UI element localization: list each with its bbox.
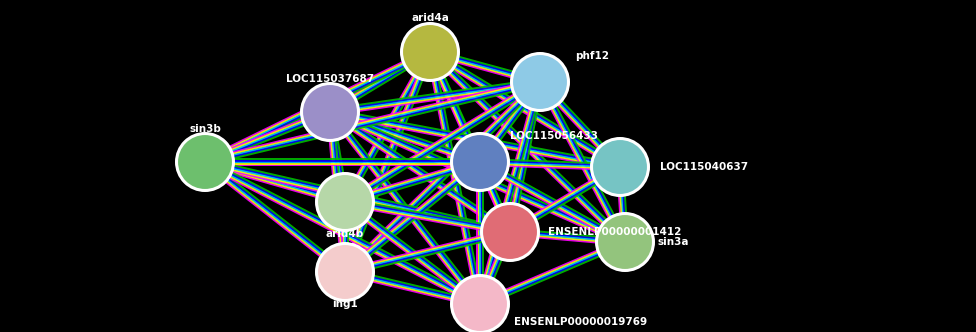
Text: phf12: phf12 bbox=[575, 51, 609, 61]
Circle shape bbox=[175, 132, 235, 192]
Text: LOC115040637: LOC115040637 bbox=[660, 162, 749, 172]
Circle shape bbox=[450, 274, 510, 332]
Circle shape bbox=[300, 82, 360, 142]
Circle shape bbox=[315, 172, 375, 232]
Text: arid4a: arid4a bbox=[411, 13, 449, 23]
Text: LOC115056433: LOC115056433 bbox=[510, 131, 598, 141]
Circle shape bbox=[400, 22, 460, 82]
Text: sin3a: sin3a bbox=[657, 237, 688, 247]
Text: arid4b: arid4b bbox=[326, 229, 364, 239]
Text: sin3b: sin3b bbox=[189, 124, 221, 134]
Circle shape bbox=[510, 52, 570, 112]
Circle shape bbox=[317, 174, 373, 230]
Text: ENSENLP00000001412: ENSENLP00000001412 bbox=[548, 227, 681, 237]
Text: ing1: ing1 bbox=[332, 299, 358, 309]
Circle shape bbox=[317, 244, 373, 300]
Circle shape bbox=[595, 212, 655, 272]
Circle shape bbox=[482, 204, 538, 260]
Circle shape bbox=[480, 202, 540, 262]
Circle shape bbox=[512, 54, 568, 110]
Circle shape bbox=[450, 132, 510, 192]
Circle shape bbox=[590, 137, 650, 197]
Circle shape bbox=[177, 134, 233, 190]
Circle shape bbox=[315, 242, 375, 302]
Text: LOC115037687: LOC115037687 bbox=[286, 74, 374, 84]
Circle shape bbox=[592, 139, 648, 195]
Text: ENSENLP00000019769: ENSENLP00000019769 bbox=[514, 317, 647, 327]
Circle shape bbox=[597, 214, 653, 270]
Circle shape bbox=[302, 84, 358, 140]
Circle shape bbox=[402, 24, 458, 80]
Circle shape bbox=[452, 134, 508, 190]
Circle shape bbox=[452, 276, 508, 332]
